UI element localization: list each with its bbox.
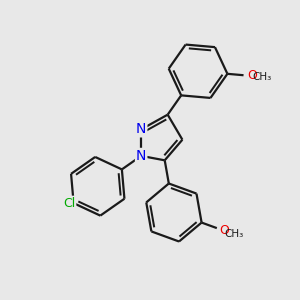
Text: CH₃: CH₃ bbox=[224, 230, 244, 239]
Text: CH₃: CH₃ bbox=[252, 72, 271, 82]
Text: N: N bbox=[136, 122, 146, 136]
Text: N: N bbox=[136, 149, 146, 163]
Text: O: O bbox=[220, 224, 230, 237]
Text: Cl: Cl bbox=[63, 197, 75, 210]
Text: O: O bbox=[247, 69, 257, 82]
